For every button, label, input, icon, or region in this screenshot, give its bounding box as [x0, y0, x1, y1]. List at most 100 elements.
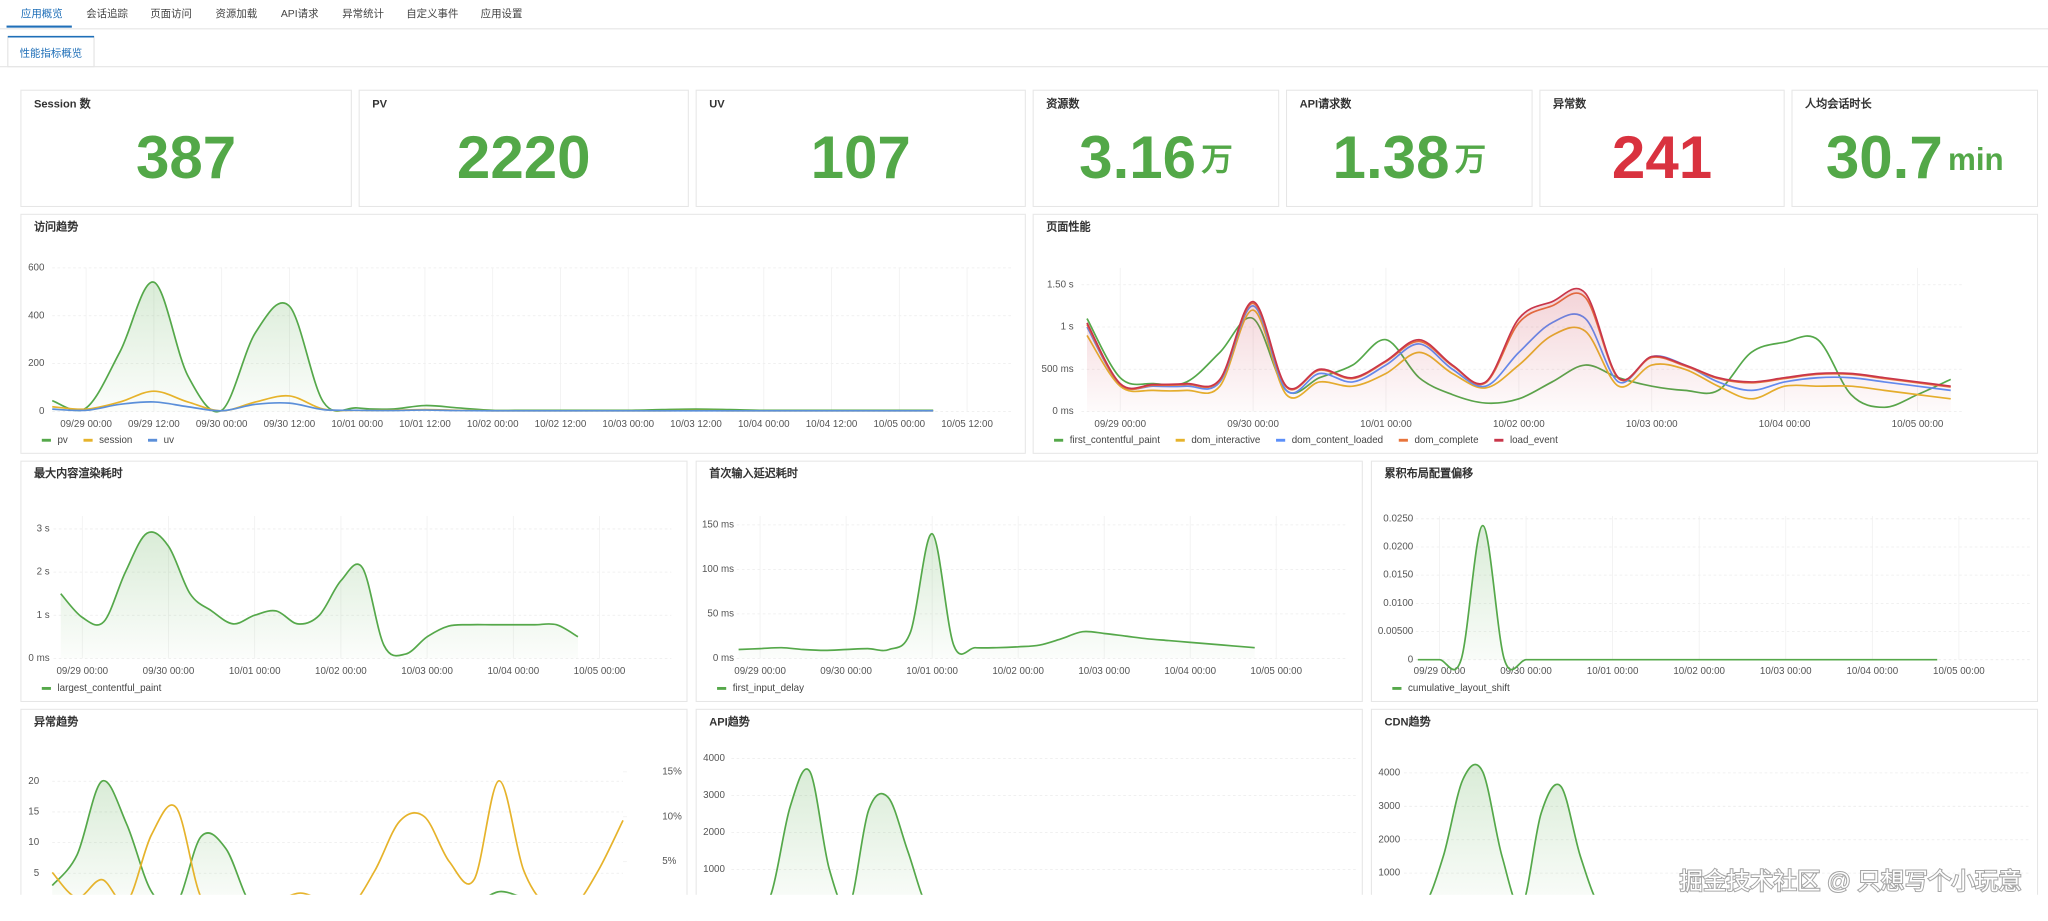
legend-label: uv — [164, 435, 174, 446]
stat-card — [358, 89, 689, 207]
stat-number: 2220 — [457, 124, 591, 191]
stat-value: 1.38 万 — [1333, 124, 1487, 191]
stat-card — [1286, 89, 1533, 207]
y-tick-label: 0.00500 — [1378, 626, 1414, 637]
tab[interactable]: 自定义事件 — [406, 7, 458, 20]
x-tick-label: 10/04 00:00 — [487, 666, 539, 677]
y-tick-label: 0.0250 — [1383, 513, 1413, 524]
stat-number: 3.16 — [1079, 124, 1196, 191]
tab[interactable]: 会话追踪 — [86, 7, 128, 20]
legend-label: cumulative_layout_shift — [1408, 683, 1510, 694]
y-tick-label: 10 — [28, 837, 39, 848]
stat-value: 387 — [136, 124, 236, 191]
x-tick-label: 10/05 12:00 — [941, 419, 993, 430]
y-tick-label: 0 — [1408, 654, 1414, 665]
stat-card — [20, 89, 352, 207]
x-tick-label: 10/02 00:00 — [992, 666, 1044, 677]
x-tick-label: 10/05 00:00 — [1250, 666, 1302, 677]
legend-label: dom_interactive — [1191, 435, 1260, 446]
stat-number: 387 — [136, 124, 236, 191]
stat-title: PV — [372, 99, 387, 111]
y-tick-label: 400 — [28, 310, 45, 321]
legend-label: dom_content_loaded — [1292, 435, 1383, 446]
stat-unit: min — [1948, 142, 2004, 177]
x-tick-label: 10/02 00:00 — [1493, 419, 1545, 430]
x-tick-label: 10/03 00:00 — [1626, 419, 1678, 430]
x-tick-label: 10/03 00:00 — [1078, 666, 1130, 677]
stat-title: 异常数 — [1553, 97, 1587, 111]
x-tick-label: 10/05 00:00 — [1892, 419, 1944, 430]
x-tick-label: 10/02 00:00 — [467, 419, 519, 430]
y-tick-label: 50 ms — [707, 608, 734, 619]
x-tick-label: 09/30 00:00 — [1500, 666, 1552, 677]
x-tick-label: 09/29 00:00 — [60, 419, 112, 430]
series-area — [731, 768, 1359, 911]
stat-value: 30.7 min — [1826, 124, 2004, 191]
stat-title: Session 数 — [34, 97, 92, 111]
x-tick-label: 10/02 12:00 — [535, 419, 587, 430]
subtab[interactable]: 性能指标概览 — [20, 46, 83, 59]
x-tick-label: 10/05 00:00 — [873, 419, 925, 430]
stat-number: 1.38 — [1333, 124, 1450, 191]
tab[interactable]: 页面访问 — [150, 7, 192, 20]
series-line — [60, 531, 579, 657]
stat-card — [695, 89, 1026, 207]
tab[interactable]: 异常统计 — [342, 7, 384, 20]
legend-label: largest_contentful_paint — [57, 683, 161, 694]
tab[interactable]: 应用设置 — [481, 7, 523, 20]
x-tick-label: 10/04 00:00 — [738, 419, 790, 430]
legend-label: dom_complete — [1414, 435, 1478, 446]
stat-card — [1032, 89, 1280, 207]
y-tick-label: 1.50 s — [1047, 279, 1074, 290]
x-tick-label: 10/04 00:00 — [1759, 419, 1811, 430]
y-tick-label: 100 ms — [702, 564, 734, 575]
y-tick-label: 150 ms — [702, 520, 734, 531]
y-tick-label: 20 — [28, 776, 39, 787]
x-tick-label: 10/04 12:00 — [806, 419, 858, 430]
x-tick-label: 10/02 00:00 — [1673, 666, 1725, 677]
stat-value: 107 — [811, 124, 911, 191]
active-tab-underline — [6, 25, 72, 28]
y-tick-label: 0.0150 — [1383, 570, 1413, 581]
x-tick-label: 09/30 00:00 — [143, 666, 195, 677]
x-tick-label: 09/30 00:00 — [196, 419, 248, 430]
series-line — [1086, 287, 1951, 390]
tab[interactable]: 应用概览 — [21, 7, 63, 20]
stat-value: 241 — [1612, 124, 1712, 191]
stat-unit: 万 — [1455, 142, 1486, 177]
x-tick-label: 09/30 00:00 — [820, 666, 872, 677]
y-tick-label: 3000 — [1378, 801, 1400, 812]
stat-title: API请求数 — [1300, 97, 1353, 111]
y-tick-label: 0.0100 — [1383, 598, 1413, 609]
y-tick-label: 0 ms — [1052, 406, 1073, 417]
series-area — [1087, 288, 1951, 412]
y-tick-label: 1000 — [1378, 868, 1400, 879]
chart-title: 页面性能 — [1046, 219, 1090, 233]
x-tick-label: 10/01 00:00 — [906, 666, 958, 677]
x-tick-label: 09/29 00:00 — [56, 666, 108, 677]
y-tick-label: 4000 — [703, 753, 725, 764]
stat-number: 241 — [1612, 124, 1712, 191]
chart-title: 最大内容渲染耗时 — [34, 466, 123, 480]
x-tick-label: 10/04 00:00 — [1846, 666, 1898, 677]
tab[interactable]: 资源加载 — [216, 7, 258, 20]
chart-panel — [695, 460, 1363, 703]
legend-label: first_input_delay — [733, 683, 804, 694]
stat-number: 30.7 — [1826, 124, 1943, 191]
tab[interactable]: API请求 — [281, 7, 319, 20]
y-tick-label: 2000 — [1378, 834, 1400, 845]
x-tick-label: 10/03 00:00 — [401, 666, 453, 677]
y-tick-label: 600 — [28, 262, 45, 273]
x-tick-label: 10/03 00:00 — [602, 419, 654, 430]
chart-title: 累积布局配置偏移 — [1384, 466, 1473, 480]
chart-title: CDN趋势 — [1384, 714, 1430, 728]
x-tick-label: 10/01 12:00 — [399, 419, 451, 430]
series-line — [52, 401, 934, 412]
stat-card — [1791, 89, 2039, 207]
watermark: 掘金技术社区 @ 只想写个小玩意 — [1679, 868, 2021, 894]
y2-tick-label: 10% — [662, 811, 682, 822]
y-tick-label: 2 s — [37, 567, 50, 578]
series-line — [1417, 524, 1938, 671]
